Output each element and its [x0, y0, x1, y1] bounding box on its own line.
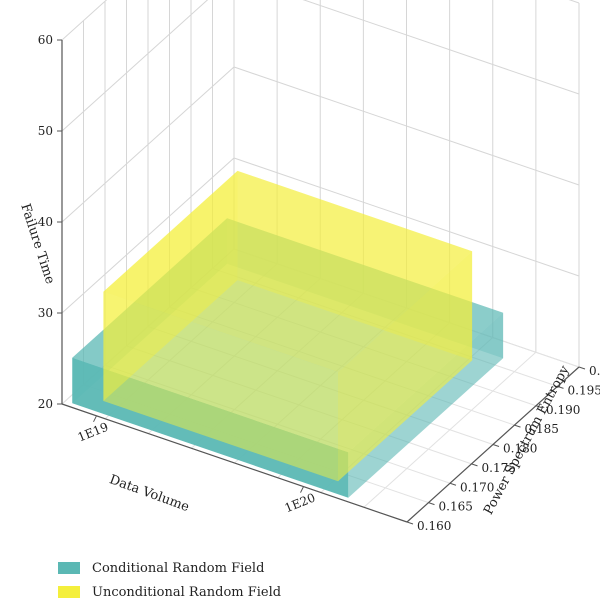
legend-swatch-unconditional — [58, 586, 80, 598]
x-tick-label-0: 1E19 — [76, 420, 111, 445]
x-tick-1 — [300, 486, 304, 493]
z-tick-label-4: 60 — [38, 33, 53, 47]
y-tick-label-1: 0.165 — [439, 500, 473, 514]
grid-line-z-3 — [61, 0, 580, 132]
y-tick-6 — [535, 405, 543, 409]
y-tick-label-2: 0.170 — [460, 480, 494, 494]
legend-label-unconditional: Unconditional Random Field — [92, 584, 282, 600]
legend-item-conditional: Conditional Random Field — [58, 556, 281, 580]
x-tick-label-1: 1E20 — [283, 490, 318, 515]
z-tick-label-2: 40 — [38, 215, 53, 229]
chart-canvas: 20 30 40 50 60 1E19 1E20 0.160 0.165 0.170 0.175 0.… — [17, 0, 600, 533]
y-tick-label-8: 0.200 — [589, 364, 600, 378]
z-tick-label-0: 20 — [38, 397, 53, 411]
x-tick-0 — [93, 415, 97, 423]
x-axis-label: Data Volume — [107, 472, 191, 515]
y-tick-3 — [471, 463, 478, 467]
legend-item-unconditional: Unconditional Random Field — [58, 580, 281, 604]
y-tick-label-7: 0.195 — [568, 383, 600, 397]
bar-1-top-face — [103, 170, 473, 373]
y-tick-1 — [428, 502, 435, 506]
y-tick-label-6: 0.190 — [546, 403, 580, 417]
legend-label-conditional: Conditional Random Field — [92, 560, 265, 576]
bar-1-right-face — [338, 251, 473, 482]
x-axis-line — [61, 403, 408, 523]
y-axis-label: Power Spectrum Entropy — [481, 363, 573, 518]
z-tick-label-1: 30 — [38, 306, 53, 320]
z-tick-label-3: 50 — [38, 124, 53, 138]
y-tick-label-4: 0.180 — [503, 442, 537, 456]
y-tick-2 — [449, 482, 457, 486]
legend-swatch-conditional — [58, 562, 80, 574]
legend: Conditional Random Field Unconditional R… — [58, 556, 281, 604]
y-tick-8 — [578, 366, 586, 370]
bar-1-front-face — [103, 291, 339, 482]
y-tick-7 — [557, 385, 564, 389]
y-tick-0 — [406, 521, 414, 525]
y-tick-label-5: 0.185 — [525, 422, 559, 436]
y-tick-4 — [492, 444, 500, 447]
y-tick-label-3: 0.175 — [482, 461, 516, 475]
y-tick-5 — [514, 424, 521, 428]
y-tick-label-0: 0.160 — [417, 519, 451, 533]
